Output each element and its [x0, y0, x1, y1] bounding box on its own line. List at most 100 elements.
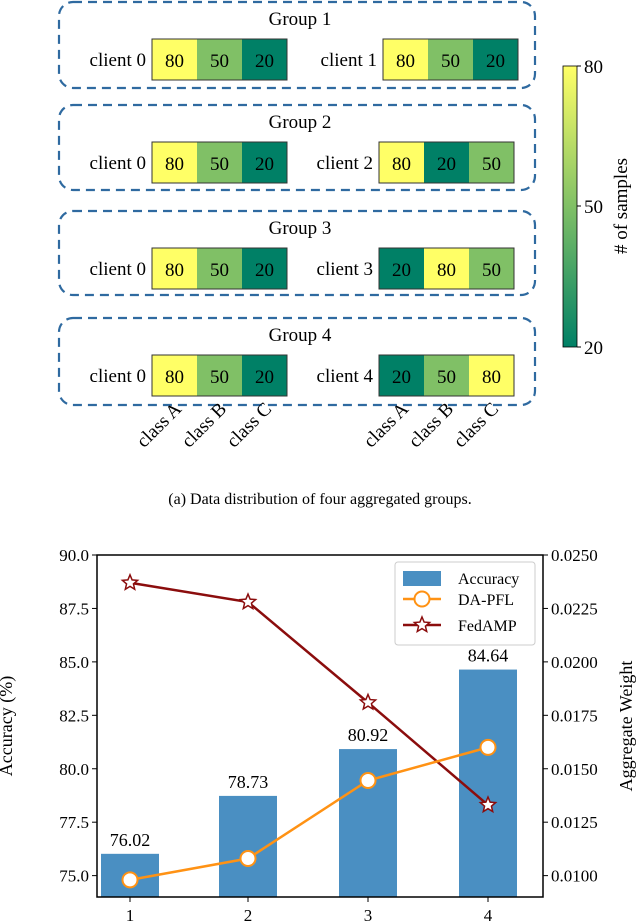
bar-accuracy [339, 749, 397, 897]
cell-value: 20 [437, 154, 456, 175]
heatmap-cell [242, 248, 287, 289]
class-label: class B [405, 399, 458, 452]
heatmap-cell [473, 39, 518, 80]
legend-marker-da-pfl [413, 590, 431, 608]
heatmap-cell [379, 142, 424, 183]
heatmap-cell [379, 248, 424, 289]
heatmap-cell [152, 355, 197, 396]
bar-value-label: 80.92 [348, 725, 389, 745]
heatmap-cell [424, 142, 469, 183]
class-label: class C [450, 399, 503, 452]
group-box [57, 209, 537, 297]
heatmap-cell [379, 355, 424, 396]
legend-swatch-accuracy [403, 571, 441, 586]
cell-value: 20 [486, 51, 505, 72]
heatmap-cell [242, 39, 287, 80]
group-title: Group 3 [269, 218, 332, 239]
da-pfl-point [359, 772, 377, 790]
y2-tick-label: 0.0150 [551, 760, 598, 779]
colorbar-tick: 80 [584, 57, 603, 78]
class-label: class A [133, 398, 186, 451]
da-pfl-point [239, 850, 257, 868]
heatmap-border [151, 247, 288, 290]
da-pfl-point [479, 738, 497, 756]
heatmap-cell [428, 39, 473, 80]
cell-value: 50 [482, 154, 501, 175]
cell-value: 20 [392, 367, 411, 388]
y-tick-label: 82.5 [59, 706, 89, 725]
cell-value: 80 [392, 154, 411, 175]
da-pfl-line [129, 746, 489, 882]
legend-label: DA-PFL [458, 592, 514, 609]
bar-accuracy [459, 669, 517, 897]
group-title: Group 4 [269, 325, 332, 346]
x-tick-label: 1 [126, 906, 135, 923]
cell-value: 20 [255, 260, 274, 281]
cell-value: 20 [392, 260, 411, 281]
heatmap-cell [424, 248, 469, 289]
y2-tick-label: 0.0250 [551, 546, 598, 565]
cell-value: 50 [210, 367, 229, 388]
heatmap-cell [152, 39, 197, 80]
heatmap-cell [424, 355, 469, 396]
colorbar-gradient [562, 65, 578, 348]
fedamp-point [478, 795, 498, 814]
fedamp-line [129, 581, 489, 807]
y2-tick-label: 0.0225 [551, 599, 598, 618]
heatmap-cell [242, 355, 287, 396]
legend-label: Accuracy [458, 571, 519, 588]
y-tick-label: 80.0 [59, 760, 89, 779]
client-label: client 0 [90, 259, 146, 280]
legend: Accuracy DA-PFL FedAMP [394, 561, 536, 646]
group-box [57, 0, 537, 90]
group-box [57, 316, 537, 407]
y-tick-label: 85.0 [59, 653, 89, 672]
cell-value: 80 [165, 154, 184, 175]
colorbar-tick: 50 [584, 197, 603, 218]
heatmap-cell [469, 355, 514, 396]
fedamp-point [238, 592, 258, 611]
y-tick-label: 90.0 [59, 546, 89, 565]
cell-value: 50 [437, 367, 456, 388]
client-label: client 4 [317, 366, 374, 387]
cell-value: 80 [165, 51, 184, 72]
y2-tick-label: 0.0125 [551, 813, 598, 832]
cell-value: 50 [441, 51, 460, 72]
group-title: Group 2 [269, 112, 332, 133]
heatmap-cell [152, 248, 197, 289]
y2-tick-label: 0.0100 [551, 867, 598, 886]
heatmap-cell [152, 142, 197, 183]
bar-value-label: 78.73 [228, 772, 269, 792]
cell-value: 50 [210, 260, 229, 281]
fedamp-point [358, 692, 378, 711]
client-label: client 2 [317, 153, 373, 174]
class-label: class A [360, 398, 413, 451]
group-box [57, 103, 537, 192]
y2-tick-label: 0.0200 [551, 653, 598, 672]
heatmap-border [378, 354, 515, 397]
caption-a: (a) Data distribution of four aggregated… [168, 491, 471, 508]
x-tick-label: 4 [484, 906, 493, 923]
heatmap-cell [197, 248, 242, 289]
heatmap-cell [383, 39, 428, 80]
cell-value: 20 [255, 51, 274, 72]
y-tick-label: 75.0 [59, 867, 89, 886]
data-distribution-heatmap: Group 1 client 0 80 50 20 client 1 80 50 20 Group… [57, 0, 537, 452]
y-axis-label: Accuracy (%) [0, 676, 17, 776]
heatmap-border [382, 38, 519, 81]
cell-value: 20 [255, 367, 274, 388]
heatmap-cell [197, 142, 242, 183]
cell-value: 50 [210, 51, 229, 72]
client-label: client 1 [321, 50, 377, 71]
legend-marker-fedamp [412, 615, 432, 634]
fedamp-point [120, 572, 140, 591]
cell-value: 20 [255, 154, 274, 175]
x-tick-label: 3 [364, 906, 373, 923]
bar-value-label: 84.64 [468, 646, 509, 666]
client-label: client 0 [90, 153, 146, 174]
client-label: client 3 [317, 259, 373, 280]
legend-label: FedAMP [458, 618, 517, 635]
cell-value: 80 [396, 51, 415, 72]
class-label: class B [178, 399, 231, 452]
